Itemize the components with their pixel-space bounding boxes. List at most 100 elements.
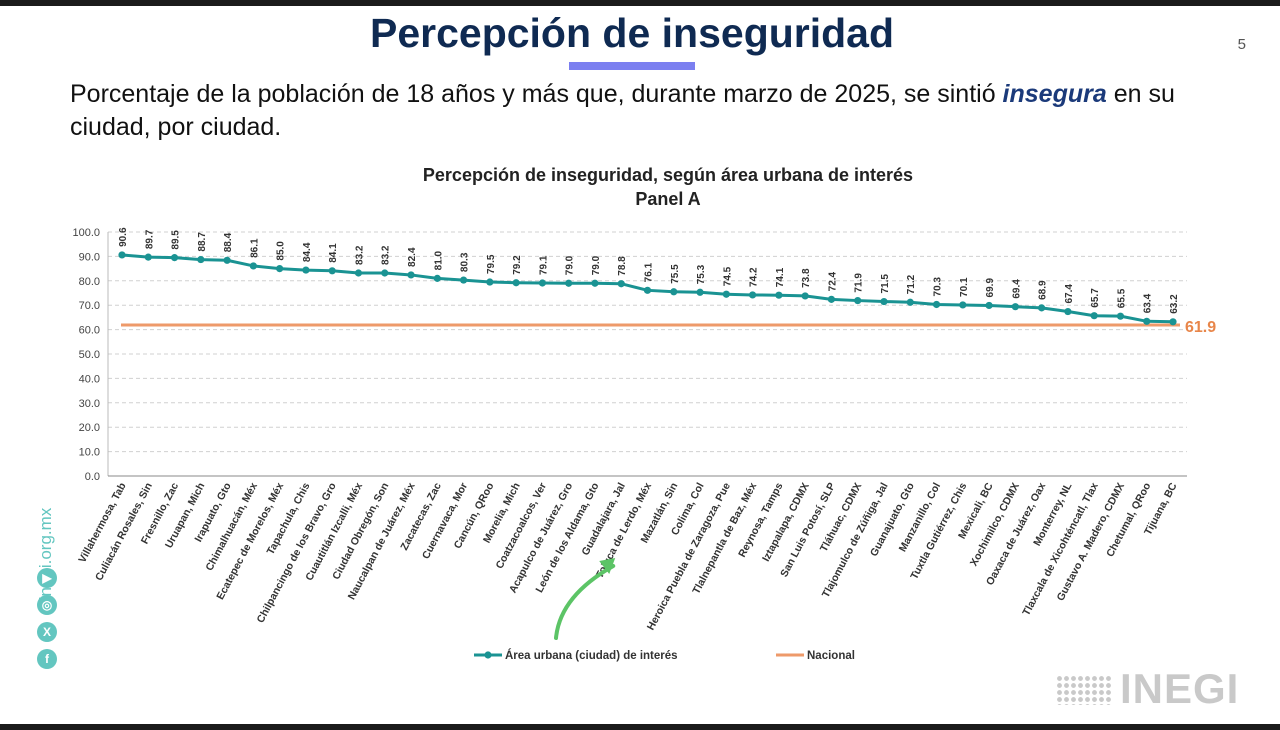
facebook-icon[interactable]: f bbox=[37, 649, 57, 669]
data-label: 72.4 bbox=[827, 271, 838, 291]
subtitle-after: en su ciudad, por ciudad. bbox=[70, 80, 1175, 141]
data-label: 88.4 bbox=[223, 232, 234, 252]
data-label: 70.1 bbox=[959, 277, 970, 297]
x-tick-label: Villahermosa, Tab bbox=[76, 481, 128, 565]
data-label: 89.7 bbox=[144, 229, 155, 249]
data-label: 67.4 bbox=[1064, 284, 1075, 304]
data-label: 79.0 bbox=[565, 255, 576, 275]
data-label: 90.6 bbox=[118, 227, 129, 247]
data-label: 82.4 bbox=[407, 247, 418, 267]
data-point bbox=[1038, 304, 1046, 312]
data-label: 65.5 bbox=[1116, 288, 1127, 308]
data-point bbox=[827, 295, 836, 303]
data-point bbox=[118, 251, 126, 259]
data-point bbox=[197, 255, 205, 264]
data-point bbox=[354, 269, 363, 277]
legend-label-nacional: Nacional bbox=[807, 650, 855, 662]
data-label: 79.5 bbox=[486, 254, 497, 274]
chart-subtitle: Panel A bbox=[635, 189, 700, 209]
data-label: 79.0 bbox=[591, 255, 602, 275]
data-label: 63.4 bbox=[1143, 293, 1154, 313]
data-point bbox=[1169, 318, 1177, 326]
data-point bbox=[696, 288, 704, 296]
y-tick-label: 10.0 bbox=[79, 447, 100, 459]
data-point bbox=[1090, 312, 1098, 320]
data-point bbox=[223, 256, 231, 264]
data-label: 74.1 bbox=[775, 267, 786, 287]
data-point bbox=[722, 290, 730, 298]
data-point bbox=[1116, 312, 1125, 320]
data-label: 83.2 bbox=[354, 245, 365, 265]
subtitle-emphasis: insegura bbox=[1002, 80, 1107, 108]
data-point bbox=[932, 300, 941, 309]
y-tick-label: 0.0 bbox=[85, 471, 100, 483]
page-title: Percepción de inseguridad bbox=[369, 10, 895, 56]
line-chart: 0.0 10.0 20.0 30.0 40.0 50.0 60.0 70.0 80.0 90.0 1… bbox=[72, 165, 1216, 662]
y-tick-label: 30.0 bbox=[79, 398, 100, 410]
instagram-icon[interactable]: ◎ bbox=[37, 595, 57, 615]
y-tick-label: 20.0 bbox=[79, 422, 100, 434]
page-subtitle: Porcentaje de la población de 18 años y … bbox=[70, 78, 1220, 144]
data-point bbox=[749, 291, 757, 299]
logo-dot-grid bbox=[1056, 675, 1112, 705]
logo-text: INEGI bbox=[1120, 665, 1240, 712]
y-tick-label: 70.0 bbox=[79, 300, 100, 312]
highlight-arrow bbox=[554, 564, 616, 640]
data-label: 78.8 bbox=[617, 256, 628, 276]
data-point bbox=[880, 297, 888, 306]
data-label: 70.3 bbox=[933, 277, 944, 297]
inegi-logo: INEGI bbox=[1056, 665, 1246, 712]
legend-label-area-urbana: Área urbana (ciudad) de interés bbox=[505, 649, 678, 662]
data-point bbox=[591, 279, 599, 287]
slide: Percepción de inseguridad 5 Porcentaje d… bbox=[0, 6, 1280, 724]
data-point bbox=[1143, 317, 1151, 325]
data-label: 85.0 bbox=[276, 241, 287, 261]
data-point bbox=[985, 301, 993, 310]
data-label: 75.5 bbox=[670, 264, 681, 284]
data-label: 65.7 bbox=[1090, 288, 1101, 308]
y-tick-label: 80.0 bbox=[79, 276, 100, 288]
data-point bbox=[512, 279, 520, 287]
data-label: 71.2 bbox=[906, 274, 917, 294]
data-point bbox=[249, 262, 257, 270]
data-point bbox=[643, 286, 652, 294]
data-label: 74.2 bbox=[749, 267, 760, 287]
data-point bbox=[854, 296, 862, 305]
data-point bbox=[407, 271, 415, 279]
title-underline bbox=[569, 62, 695, 70]
data-label: 83.2 bbox=[381, 245, 392, 265]
page-number: 5 bbox=[1237, 36, 1246, 53]
data-point bbox=[433, 274, 441, 282]
data-point bbox=[276, 265, 284, 273]
data-label: 74.5 bbox=[722, 266, 733, 286]
data-label: 89.5 bbox=[171, 230, 182, 250]
data-point bbox=[617, 280, 625, 288]
data-label: 63.2 bbox=[1169, 294, 1180, 314]
data-point bbox=[1011, 303, 1019, 311]
data-point bbox=[775, 291, 783, 299]
data-point bbox=[381, 269, 389, 277]
data-point bbox=[1064, 307, 1072, 316]
data-label: 75.3 bbox=[696, 264, 707, 284]
data-label: 84.1 bbox=[328, 243, 339, 263]
data-label: 69.9 bbox=[985, 278, 996, 298]
y-tick-label: 40.0 bbox=[79, 373, 100, 385]
highlight-arrowhead bbox=[599, 558, 616, 574]
y-tick-label: 100.0 bbox=[72, 227, 100, 239]
data-label: 76.1 bbox=[644, 262, 655, 282]
x-icon[interactable]: X bbox=[37, 622, 57, 642]
data-label: 81.0 bbox=[433, 250, 444, 270]
y-tick-label: 90.0 bbox=[79, 251, 100, 263]
legend-marker-area-urbana bbox=[484, 651, 492, 659]
data-label: 69.4 bbox=[1011, 279, 1022, 299]
youtube-icon[interactable]: ▶ bbox=[37, 568, 57, 588]
y-tick-label: 60.0 bbox=[79, 325, 100, 337]
data-point bbox=[670, 288, 678, 296]
data-label: 88.7 bbox=[197, 232, 208, 252]
data-point bbox=[170, 254, 179, 262]
data-point bbox=[565, 279, 573, 287]
data-label: 86.1 bbox=[249, 238, 260, 258]
nacional-value-label: 61.9 bbox=[1185, 319, 1216, 336]
data-point bbox=[459, 276, 468, 284]
data-point bbox=[486, 278, 494, 286]
